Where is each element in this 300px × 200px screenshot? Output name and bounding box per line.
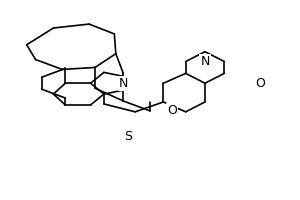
Text: S: S [124, 130, 132, 143]
Text: O: O [167, 104, 177, 117]
Text: O: O [255, 77, 265, 90]
Text: N: N [200, 55, 210, 68]
Text: N: N [118, 77, 128, 90]
